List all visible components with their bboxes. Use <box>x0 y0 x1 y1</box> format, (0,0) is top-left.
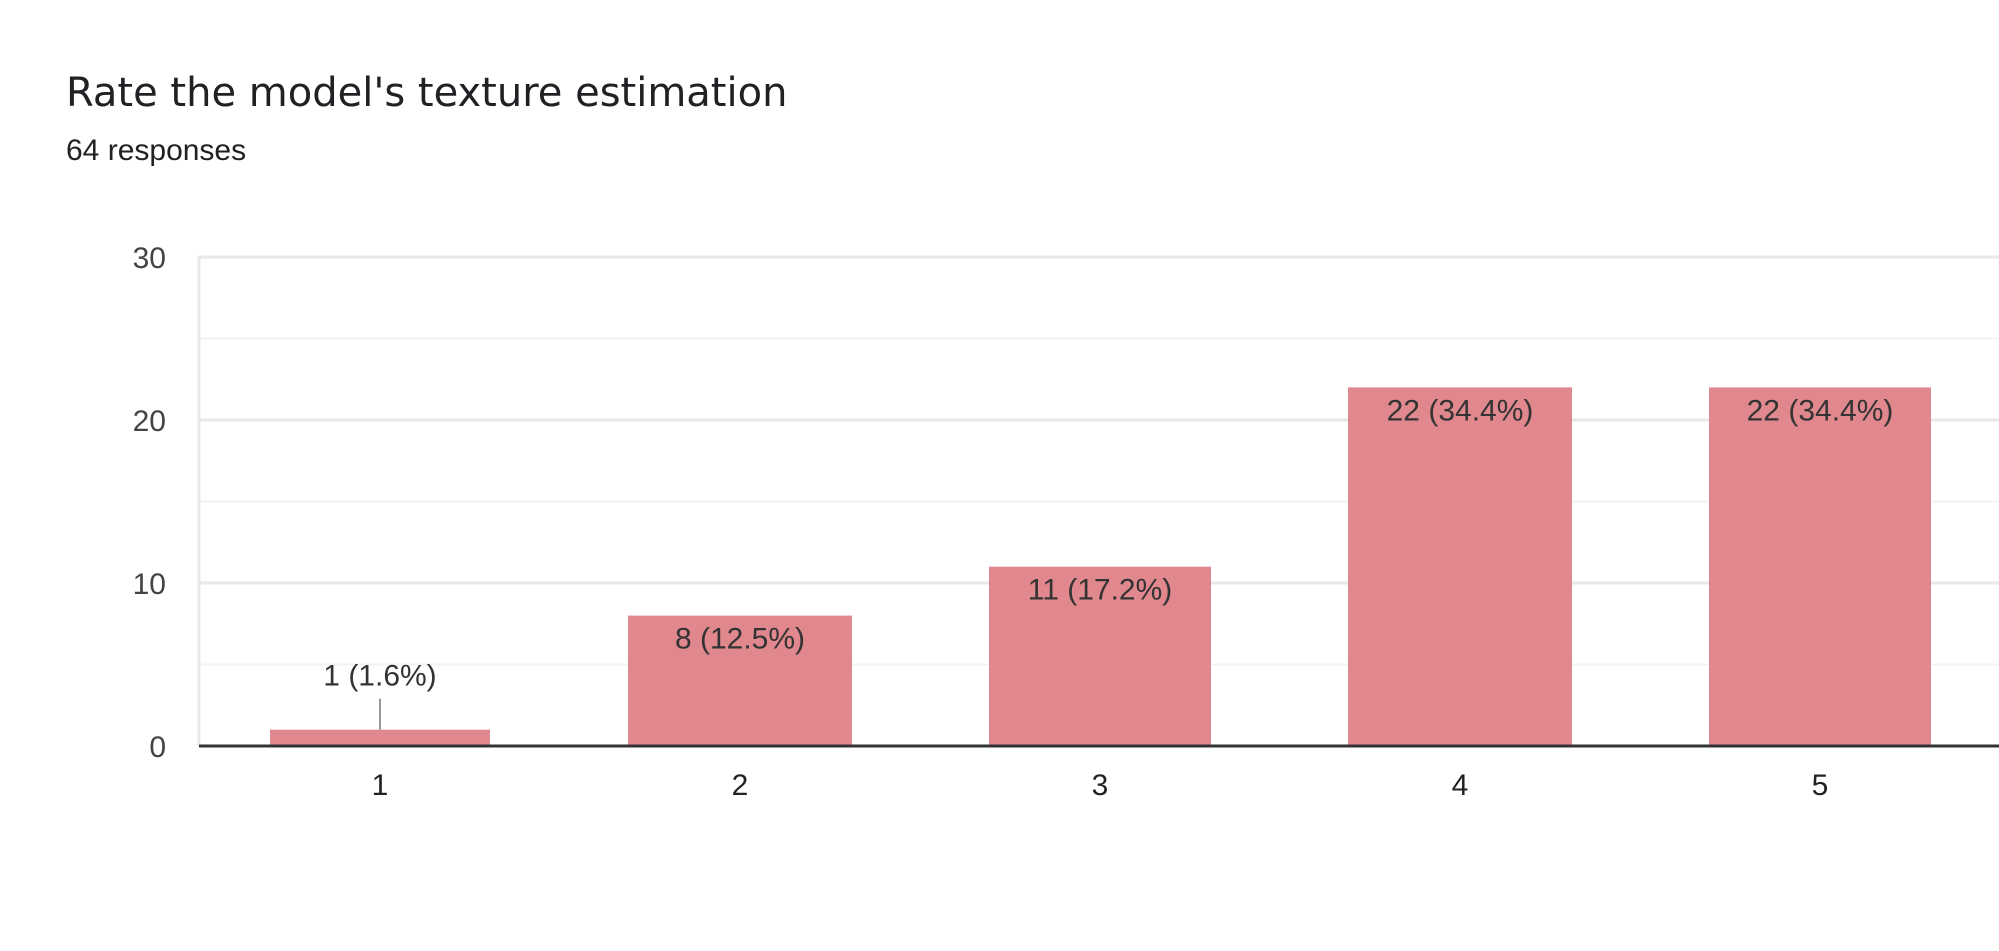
x-tick-label: 1 <box>372 769 389 802</box>
y-tick-label: 0 <box>149 731 166 764</box>
gridlines <box>197 255 1999 746</box>
bars <box>270 387 1931 746</box>
data-label: 1 (1.6%) <box>323 660 436 693</box>
y-tick-label: 30 <box>133 242 166 275</box>
x-tick-label: 3 <box>1092 769 1109 802</box>
bar <box>989 566 1211 746</box>
response-count: 64 responses <box>66 134 247 167</box>
bar <box>1709 387 1931 746</box>
bar <box>628 615 852 746</box>
labels: 0 10 20 30 1 1 (1.6%) 2 8 (12.5%) 3 11 (17.2%) 4 22… <box>133 242 1894 802</box>
data-label: 11 (17.2%) <box>1028 574 1173 607</box>
y-tick-label: 10 <box>133 568 166 601</box>
data-label: 22 (34.4%) <box>1387 394 1534 427</box>
data-label: 8 (12.5%) <box>675 623 805 656</box>
x-tick-label: 5 <box>1812 769 1829 802</box>
x-tick-label: 4 <box>1452 769 1469 802</box>
data-label: 22 (34.4%) <box>1747 394 1894 427</box>
chart-title: Rate the model's texture estimation <box>66 70 788 116</box>
bar <box>270 729 490 746</box>
y-tick-label: 20 <box>133 405 166 438</box>
x-tick-label: 2 <box>732 769 749 802</box>
bar <box>1348 387 1572 746</box>
